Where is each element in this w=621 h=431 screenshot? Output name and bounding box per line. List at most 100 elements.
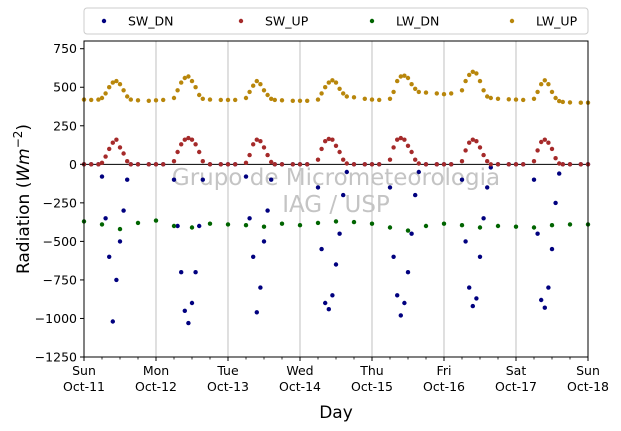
point-sw-dn-9 [121, 208, 126, 213]
point-lw-up-82 [535, 89, 540, 95]
point-lw-dn-10 [261, 224, 267, 229]
legend-item-lw-up: LW_UP [509, 14, 578, 29]
point-lw-up-37 [272, 97, 277, 103]
point-lw-dn-5 [171, 223, 177, 229]
point-sw-up-80 [521, 162, 526, 167]
point-sw-dn-56 [391, 254, 396, 259]
point-sw-dn-20 [186, 320, 191, 326]
point-lw-up-24 [200, 96, 205, 102]
data-points [81, 69, 591, 326]
point-sw-up-2 [96, 162, 101, 167]
point-sw-dn-82 [535, 231, 540, 236]
point-lw-up-60 [405, 75, 411, 81]
point-sw-dn-71 [470, 303, 475, 309]
point-lw-up-71 [470, 69, 475, 75]
point-lw-up-38 [279, 98, 285, 103]
point-sw-up-33 [258, 139, 263, 144]
point-lw-up-45 [326, 80, 331, 85]
legend: SW_DN SW_UP LW_DN LW_UP [83, 7, 589, 35]
legend-label-3: LW_UP [536, 14, 578, 29]
x-axis-label: Day [319, 403, 353, 423]
point-lw-up-57 [395, 78, 400, 84]
point-lw-dn-21 [459, 223, 465, 228]
legend-item-sw-dn: SW_DN [101, 14, 174, 29]
watermark: Grupo de Micrometeorologia IAG / USP [172, 165, 500, 218]
point-lw-up-17 [175, 88, 180, 93]
point-lw-up-68 [459, 88, 465, 93]
point-sw-dn-6 [110, 319, 116, 324]
point-sw-dn-72 [474, 296, 479, 301]
point-sw-up-9 [121, 151, 126, 156]
point-lw-up-58 [398, 74, 403, 79]
point-sw-dn-4 [103, 216, 108, 221]
y-tick-label-7: 500 [53, 80, 77, 95]
point-lw-up-33 [258, 82, 263, 87]
y-tick-label-4: −250 [43, 195, 77, 210]
point-sw-up-17 [175, 149, 180, 155]
point-sw-up-72 [474, 139, 479, 144]
point-sw-dn-68 [459, 177, 465, 182]
x-tick-label-day-7: Sun [576, 363, 600, 378]
point-lw-dn-1 [99, 222, 105, 227]
point-sw-up-91 [578, 162, 583, 167]
point-sw-up-8 [117, 145, 123, 150]
point-sw-up-75 [485, 159, 490, 164]
point-sw-up-38 [279, 162, 285, 167]
point-sw-up-31 [251, 142, 256, 147]
point-sw-up-63 [416, 161, 421, 166]
point-sw-dn-43 [319, 246, 324, 252]
point-lw-up-14 [153, 98, 159, 103]
x-axis-ticks: SunOct-11MonOct-12TueOct-13WedOct-14ThuO… [63, 357, 609, 394]
point-sw-up-48 [337, 149, 342, 155]
x-tick-label-date-4: Oct-15 [351, 379, 393, 394]
point-sw-up-83 [539, 139, 544, 145]
point-lw-up-62 [413, 86, 418, 92]
point-sw-up-23 [197, 149, 202, 155]
x-tick-label-day-3: Wed [286, 363, 313, 378]
point-sw-up-35 [265, 152, 270, 158]
plot-area [84, 41, 588, 357]
legend-marker-1 [238, 18, 244, 24]
point-lw-up-66 [441, 92, 447, 97]
point-sw-dn-85 [546, 285, 551, 290]
point-lw-up-22 [193, 85, 198, 90]
point-lw-up-30 [247, 89, 252, 95]
point-sw-dn-30 [247, 216, 252, 221]
point-sw-up-14 [153, 162, 159, 167]
point-sw-dn-55 [387, 185, 393, 190]
legend-label-0: SW_DN [128, 14, 174, 29]
point-lw-up-31 [251, 83, 256, 88]
point-lw-up-9 [121, 88, 126, 93]
point-sw-up-58 [398, 135, 403, 141]
point-lw-up-8 [117, 82, 123, 87]
legend-label-2: LW_DN [396, 14, 439, 29]
point-lw-up-81 [531, 96, 537, 102]
point-sw-dn-47 [333, 262, 339, 267]
point-sw-dn-50 [344, 169, 349, 175]
point-sw-dn-18 [179, 270, 184, 275]
point-sw-up-44 [323, 139, 328, 144]
point-lw-dn-22 [477, 225, 483, 230]
point-lw-up-47 [333, 80, 339, 85]
point-lw-up-76 [488, 95, 493, 101]
point-sw-dn-24 [200, 177, 205, 182]
point-sw-dn-31 [251, 254, 256, 259]
point-lw-up-53 [369, 97, 375, 102]
point-sw-dn-33 [258, 285, 263, 290]
point-sw-up-61 [409, 149, 414, 155]
point-lw-up-88 [557, 98, 562, 104]
point-sw-up-64 [423, 162, 429, 167]
point-lw-dn-13 [315, 220, 321, 226]
point-lw-up-46 [330, 78, 335, 83]
y-tick-label-6: 250 [53, 118, 77, 133]
point-sw-up-65 [434, 162, 439, 167]
point-lw-up-40 [297, 98, 303, 104]
point-sw-dn-21 [189, 300, 195, 306]
point-lw-up-21 [189, 78, 195, 84]
point-sw-dn-29 [243, 174, 249, 179]
point-sw-dn-70 [467, 285, 472, 290]
point-lw-up-42 [315, 97, 321, 102]
series-lw-dn [81, 218, 591, 233]
series-lw-up [81, 69, 591, 105]
y-tick-label-0: −1250 [35, 350, 77, 365]
